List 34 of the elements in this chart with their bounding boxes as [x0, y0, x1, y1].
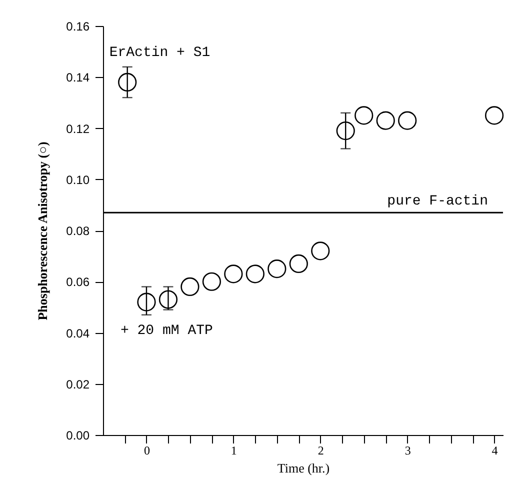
- y-tick-label: 0.04: [66, 326, 90, 340]
- point: [484, 106, 504, 125]
- y-tick-label: 0.08: [66, 224, 90, 238]
- point: [398, 111, 417, 130]
- y-tick-label: 0.06: [66, 275, 90, 290]
- x-tick-label: 0: [144, 444, 150, 458]
- point: [137, 292, 156, 312]
- x-tick-label: 4: [492, 444, 498, 458]
- x-tick-label: 2: [318, 444, 324, 458]
- point: [246, 264, 264, 284]
- point: [202, 272, 222, 291]
- point: [336, 122, 355, 140]
- x-tick-label: 1: [230, 444, 237, 458]
- point: [224, 264, 243, 284]
- y-tick-label: 0.10: [66, 172, 90, 187]
- annotation: ErActin + S1: [109, 45, 210, 62]
- point: [118, 72, 137, 92]
- point: [268, 260, 286, 278]
- point: [354, 106, 374, 125]
- y-tick-label: 0.16: [66, 20, 90, 34]
- point: [376, 111, 395, 130]
- y-tick-label: 0.14: [66, 70, 90, 85]
- point: [180, 277, 200, 296]
- y-tick-label: 0.00: [66, 428, 90, 442]
- y-tick-label: 0.02: [66, 377, 90, 392]
- ref-line-label: pure F-actin: [387, 194, 488, 210]
- y-tick-label: 0.12: [66, 122, 90, 136]
- point: [311, 242, 330, 260]
- x-tick-label: 3: [404, 444, 411, 458]
- x-axis-title: Time (hr.): [277, 460, 330, 476]
- point: [289, 254, 308, 274]
- y-axis-title: Phosphorescence Anisotropy (○): [35, 142, 50, 320]
- point: [158, 290, 178, 309]
- annotation: + 20 mM ATP: [120, 323, 213, 340]
